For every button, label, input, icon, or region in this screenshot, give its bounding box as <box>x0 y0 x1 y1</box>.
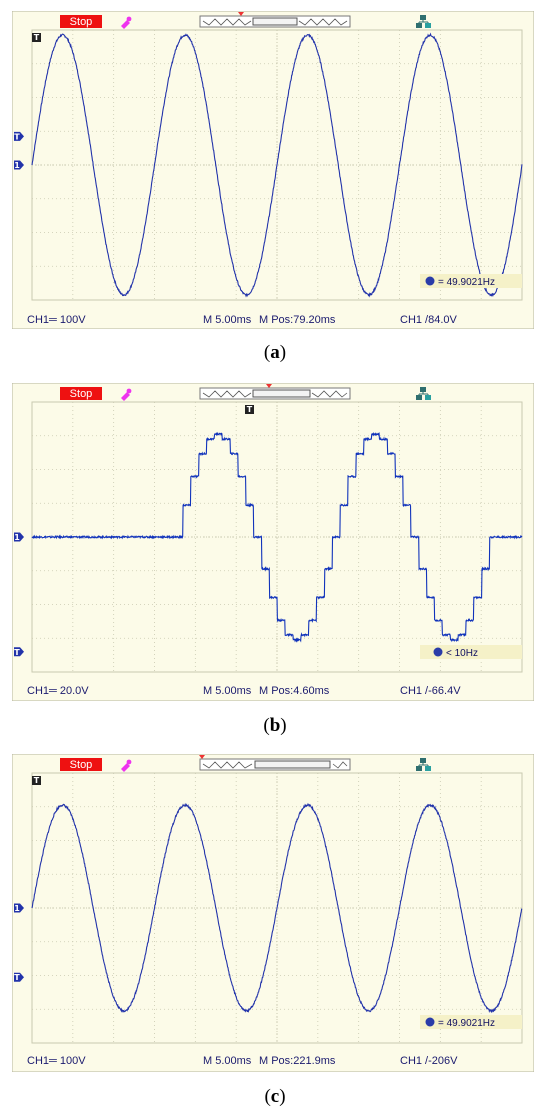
scope-screen-svg: Stop 1T T < 10Hz CH1═ 20.0V M 5.00ms M P… <box>12 383 534 701</box>
svg-text:T: T <box>14 132 20 141</box>
level-markers: 1T <box>14 532 24 657</box>
channel1-ground-marker: 1 <box>14 903 24 913</box>
level-markers: 1T <box>14 131 24 170</box>
stop-badge <box>60 15 102 28</box>
frequency-icon <box>433 647 443 657</box>
probe-icon <box>121 16 132 29</box>
ch1-scale: CH1═ 100V <box>27 1055 86 1067</box>
stop-badge <box>60 387 102 400</box>
run-state: Stop <box>70 759 93 771</box>
waveform-trace <box>31 431 523 643</box>
memory-position-indicator <box>199 12 351 28</box>
graticule <box>31 401 523 673</box>
memory-position-indicator <box>199 755 351 771</box>
frequency-icon <box>425 1017 435 1027</box>
stop-badge <box>60 758 102 771</box>
trigger-setting: CH1 /84.0V <box>400 314 458 326</box>
trigger-position-icon <box>199 755 205 759</box>
network-icon <box>416 15 431 28</box>
timebase: M 5.00ms <box>203 1055 252 1067</box>
memory-position: M Pos:79.20ms <box>259 314 336 326</box>
run-state: Stop <box>70 16 93 28</box>
network-icon <box>416 387 431 400</box>
svg-text:T: T <box>14 648 20 657</box>
network-icon <box>416 758 431 771</box>
frequency-readout: < 10Hz <box>446 648 478 659</box>
memory-position: M Pos:4.60ms <box>259 685 330 697</box>
frequency-box <box>420 274 522 288</box>
probe-icon <box>121 759 132 772</box>
ch1-scale: CH1═ 100V <box>27 314 86 326</box>
frequency-box <box>420 1015 522 1029</box>
trigger-level-marker: T <box>14 131 24 141</box>
probe-icon <box>121 388 132 401</box>
caption-c: (c) <box>264 1086 286 1107</box>
memory-position-indicator <box>199 384 351 400</box>
channel1-ground-marker: 1 <box>14 532 24 542</box>
waveform-trace <box>31 32 523 298</box>
trigger-level-marker: T <box>14 647 24 657</box>
frequency-icon <box>425 276 435 286</box>
frequency-readout: = 49.9021Hz <box>438 277 495 288</box>
frequency-box <box>420 645 522 659</box>
trigger-position-icon <box>238 12 244 16</box>
svg-text:1: 1 <box>14 533 20 542</box>
svg-text:T: T <box>14 973 20 982</box>
level-markers: 1T <box>14 903 24 982</box>
timebase: M 5.00ms <box>203 685 252 697</box>
channel1-ground-marker: 1 <box>14 160 24 170</box>
trigger-time-marker: T <box>32 33 41 42</box>
svg-text:1: 1 <box>14 904 20 913</box>
trigger-level-marker: T <box>14 972 24 982</box>
trigger-time-marker: T <box>32 776 41 785</box>
svg-text:T: T <box>247 405 253 414</box>
scope-screen-svg: Stop 1T T = 49.9021Hz CH1═ 100V M 5.00ms… <box>12 754 534 1072</box>
svg-text:T: T <box>34 33 40 42</box>
trigger-setting: CH1 /-66.4V <box>400 685 461 697</box>
trigger-setting: CH1 /-206V <box>400 1055 458 1067</box>
memory-position: M Pos:221.9ms <box>259 1055 336 1067</box>
ch1-scale: CH1═ 20.0V <box>27 685 89 697</box>
run-state: Stop <box>70 388 93 400</box>
trigger-time-marker: T <box>245 405 254 414</box>
svg-text:1: 1 <box>14 161 20 170</box>
waveform-trace <box>31 802 523 1014</box>
caption-a: (a) <box>263 342 287 363</box>
frequency-readout: = 49.9021Hz <box>438 1018 495 1029</box>
scope-screen-svg: Stop 1T T = 49.9021Hz CH1═ 100V M 5.00ms… <box>12 11 534 329</box>
trigger-position-icon <box>266 384 272 388</box>
timebase: M 5.00ms <box>203 314 252 326</box>
svg-text:T: T <box>34 776 40 785</box>
caption-b: (b) <box>263 715 287 736</box>
